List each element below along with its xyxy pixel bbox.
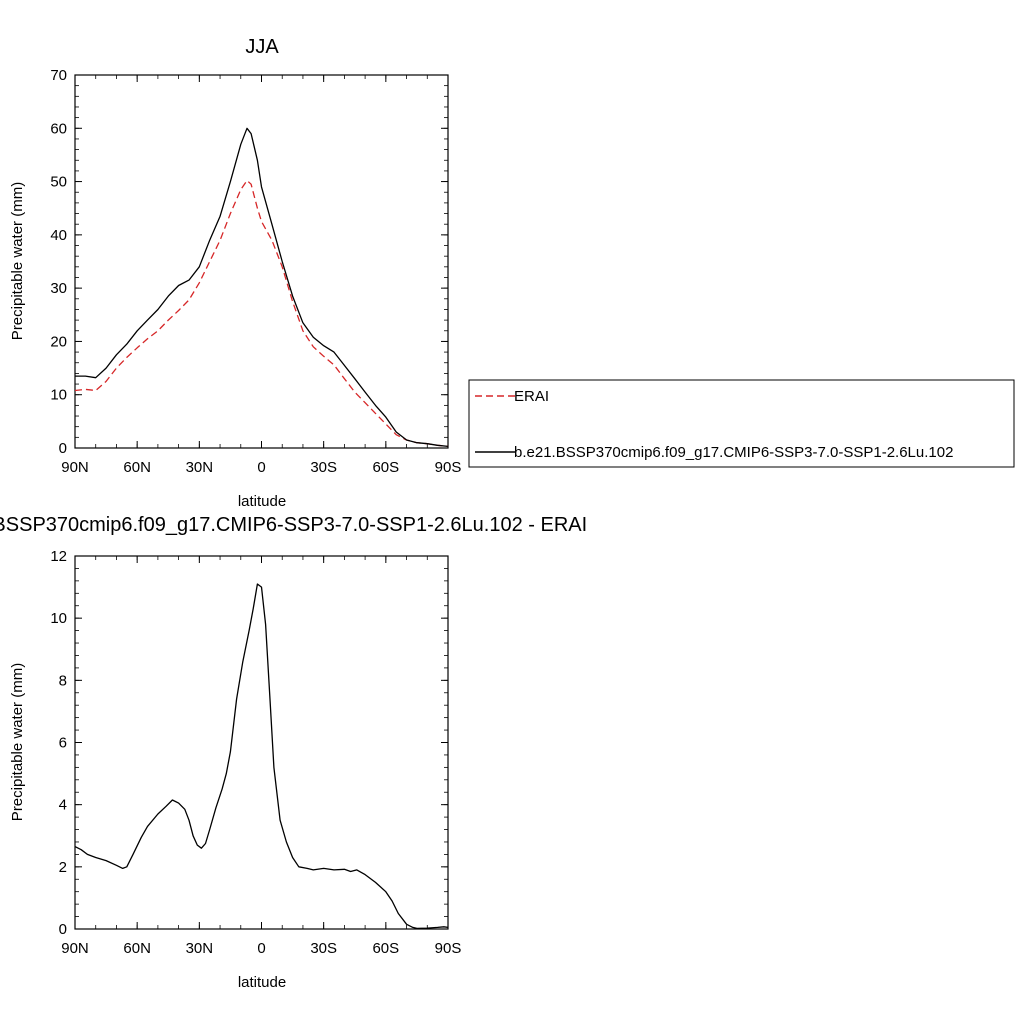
top-x-tick-label: 0 [257,459,265,476]
bottom-y-tick-label: 6 [59,735,67,752]
bottom-y-tick-label: 8 [59,672,67,689]
bottom-x-tick-label: 60N [123,940,151,957]
bottom-y-tick-label: 10 [50,610,67,627]
bottom-x-axis-label: latitude [238,974,286,991]
bottom-x-tick-label: 0 [257,940,265,957]
top-ticks: 90N 60N 30N 0 30S 60S 90S 0 10 20 30 40 50 60 70 [50,67,461,476]
legend: ERAI b.e21.BSSP370cmip6.f09_g17.CMIP6-SS… [468,379,1015,468]
bottom-series-line-0 [74,583,449,930]
bottom-x-tick-label: 90N [61,940,89,957]
bottom-y-tick-label: 4 [59,797,67,814]
bottom-panel: b.e21.BSSP370cmip6.f09_g17.CMIP6-SSP3-7.… [0,514,587,991]
top-y-tick-label: 50 [50,174,67,191]
top-plot-frame [74,74,449,449]
top-y-tick-label: 0 [59,440,67,457]
bottom-y-tick-label: 0 [59,921,67,938]
top-x-tick-label: 30N [186,459,214,476]
top-x-axis-label: latitude [238,493,286,510]
top-x-tick-label: 60S [372,459,399,476]
legend-label-erai: ERAI [514,388,549,405]
bottom-x-tick-label: 90S [435,940,462,957]
bottom-chart-title: b.e21.BSSP370cmip6.f09_g17.CMIP6-SSP3-7.… [0,514,587,536]
top-x-tick-label: 30S [310,459,337,476]
top-y-tick-label: 40 [50,227,67,244]
legend-box [468,379,1015,468]
top-y-tick-label: 30 [50,280,67,297]
bottom-x-tick-label: 30N [186,940,214,957]
bottom-plot-frame [74,555,449,930]
top-y-tick-label: 20 [50,333,67,350]
legend-label-model: b.e21.BSSP370cmip6.f09_g17.CMIP6-SSP3-7.… [514,444,953,461]
bottom-x-tick-label: 60S [372,940,399,957]
top-series-line-0 [74,179,449,448]
top-x-tick-label: 90S [435,459,462,476]
top-x-tick-label: 90N [61,459,89,476]
top-y-tick-label: 10 [50,387,67,404]
bottom-ticks: 90N 60N 30N 0 30S 60S 90S 0 2 4 6 8 10 12 [50,548,461,957]
bottom-series-lines [74,583,449,930]
top-panel: JJA 90N 60N 30N 0 30S 60S 90S 0 10 20 30 40 50 60 70 l… [9,36,461,510]
top-chart-title: JJA [245,36,279,58]
top-series-lines [74,127,449,448]
top-series-line-1 [75,127,449,448]
top-y-tick-label: 60 [50,120,67,137]
bottom-y-tick-label: 2 [59,859,67,876]
top-y-tick-label: 70 [50,67,67,84]
bottom-x-tick-label: 30S [310,940,337,957]
bottom-y-axis-label: Precipitable water (mm) [9,663,26,821]
top-x-tick-label: 60N [123,459,151,476]
top-y-axis-label: Precipitable water (mm) [9,182,26,340]
bottom-y-tick-label: 12 [50,548,67,565]
